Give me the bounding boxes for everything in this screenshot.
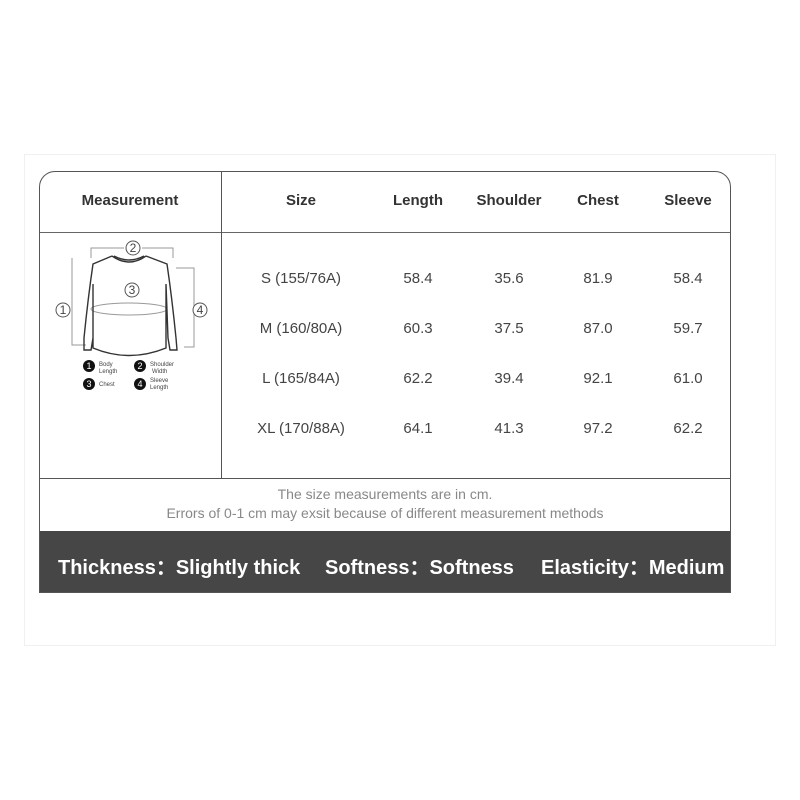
header-measurement: Measurement	[81, 192, 179, 209]
header-length: Length	[393, 192, 443, 209]
measurement-cell: 92.1	[583, 370, 613, 387]
note-line-2: Errors of 0-1 cm may exsit because of di…	[166, 505, 604, 521]
svg-text:4: 4	[137, 379, 142, 389]
measurement-cell: 58.4	[673, 270, 703, 287]
svg-text:3: 3	[129, 283, 136, 297]
header-size: Size	[285, 192, 317, 209]
measurement-cell: 35.6	[494, 270, 524, 287]
measurement-cell: 58.4	[403, 270, 433, 287]
measurement-cell: 62.2	[403, 370, 433, 387]
size-table: Measurement Size Length Shoulder Chest S…	[39, 171, 731, 593]
svg-text:Length: Length	[150, 385, 168, 391]
elasticity-attribute: Elasticity：Medium	[541, 557, 725, 579]
svg-text:1: 1	[60, 303, 67, 317]
measurement-cell: 37.5	[494, 320, 524, 337]
measurement-cell: 60.3	[403, 320, 433, 337]
svg-text:3: 3	[86, 379, 91, 389]
thickness-attribute: Thickness：Slightly thick	[58, 557, 301, 579]
measurement-cell: 64.1	[403, 420, 433, 437]
size-cell: XL (170/88A)	[257, 420, 345, 437]
svg-text:2: 2	[137, 361, 142, 371]
svg-text:2: 2	[130, 241, 137, 255]
softness-attribute: Softness：Softness	[325, 557, 514, 579]
size-cell: L (165/84A)	[262, 370, 340, 387]
note-line-1: The size measurements are in cm.	[277, 486, 493, 502]
divider	[40, 478, 730, 479]
measurement-cell: 62.2	[673, 420, 703, 437]
fabric-attributes-bar: Thickness：Slightly thick Softness：Softne…	[40, 531, 730, 592]
measurement-cell: 87.0	[583, 320, 613, 337]
size-cell: S (155/76A)	[260, 270, 342, 287]
measurement-cell: 97.2	[583, 420, 613, 437]
svg-text:Chest: Chest	[99, 382, 115, 388]
header-sleeve: Sleeve	[664, 192, 712, 209]
svg-text:4: 4	[197, 303, 204, 317]
measurement-cell: 61.0	[673, 370, 703, 387]
table-header: Measurement Size Length Shoulder Chest S…	[40, 172, 730, 233]
svg-text:Shoulder: Shoulder	[150, 362, 174, 368]
header-shoulder: Shoulder	[476, 192, 542, 209]
measurement-cell: 39.4	[494, 370, 524, 387]
measurement-note: The size measurements are in cm. Errors …	[40, 479, 730, 523]
svg-text:1: 1	[86, 361, 91, 371]
header-chest: Chest	[577, 192, 619, 209]
svg-text:Width: Width	[152, 369, 167, 375]
measurement-cell: 81.9	[583, 270, 613, 287]
svg-text:Length: Length	[99, 369, 117, 375]
measurement-cell: 59.7	[673, 320, 703, 337]
measurement-cell: 41.3	[494, 420, 524, 437]
size-cell: M (160/80A)	[259, 320, 343, 337]
svg-text:Body: Body	[99, 362, 113, 368]
column-divider	[221, 172, 222, 478]
svg-text:Sleeve: Sleeve	[150, 378, 169, 384]
